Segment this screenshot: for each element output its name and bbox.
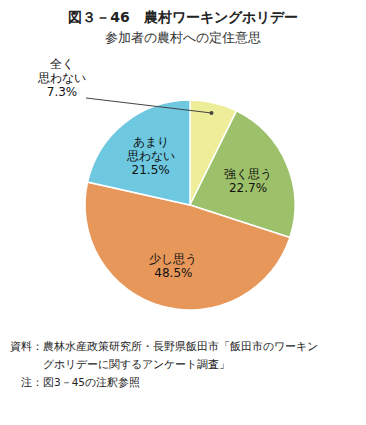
title: 図３－46 農村ワーキングホリデー: [68, 9, 297, 25]
pie: [85, 100, 295, 310]
data-label: 22.7%: [229, 181, 267, 195]
slice-category-label: あまり思わない: [126, 135, 175, 163]
subtitle: 参加者の農村への定住意思: [105, 30, 261, 45]
slice-category-label: 強く思う: [224, 167, 272, 181]
data-label: 21.5%: [132, 163, 170, 177]
data-label: 48.5%: [154, 266, 192, 280]
footnote: 注：図3－45の注釈参照: [10, 376, 140, 388]
slice-category-label: 全く思わない: [37, 57, 86, 85]
leader-dot: [209, 111, 213, 115]
data-label: 7.3%: [47, 85, 78, 99]
pie-slice: [88, 100, 190, 205]
slice-category-label: 少し思う: [149, 252, 197, 266]
footnote: グホリデーに関するアンケート調査」: [10, 358, 230, 371]
leader-line: [86, 98, 211, 113]
footnote: 資料：農林水産政策研究所・長野県飯田市「飯田市のワーキン: [10, 340, 318, 352]
chart: 図３－46 農村ワーキングホリデー参加者の農村への定住意思全く思わない7.3% 強…: [0, 0, 366, 425]
